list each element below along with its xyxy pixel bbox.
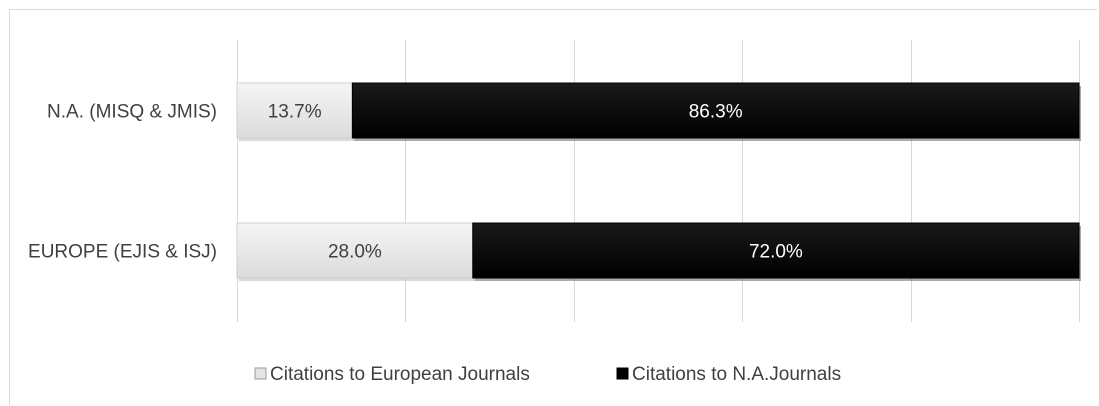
legend-swatch-citations-to-european-journals: [254, 367, 267, 380]
bar-citations-to-european-journals-1: [236, 222, 474, 279]
legend: Citations to European Journals Citations …: [254, 364, 841, 385]
data-label-citations-to-european-journals-1: 28.0%: [328, 242, 382, 263]
data-label-citations-to-n-a-journals-1: 72.0%: [749, 242, 803, 263]
bar-citations-to-n-a-journals-0: [351, 82, 1080, 139]
legend-swatch-citations-to-n-a-journals: [616, 367, 629, 380]
bar-citations-to-european-journals-0: [236, 82, 353, 139]
data-label-citations-to-n-a-journals-0: 86.3%: [689, 102, 743, 123]
legend-label-citations-to-n-a-journals: Citations to N.A.Journals: [632, 364, 841, 385]
chart-frame: [9, 9, 1097, 405]
category-label-0: N.A. (MISQ & JMIS): [47, 102, 217, 123]
category-label-1: EUROPE (EJIS & ISJ): [28, 242, 217, 263]
bars: [236, 82, 1081, 281]
data-label-citations-to-european-journals-0: 13.7%: [268, 102, 322, 123]
legend-label-citations-to-european-journals: Citations to European Journals: [270, 364, 530, 385]
labels: N.A. (MISQ & JMIS) 13.7% 86.3% EUROPE (EJIS…: [28, 102, 803, 263]
bar-citations-to-n-a-journals-1: [472, 222, 1080, 279]
